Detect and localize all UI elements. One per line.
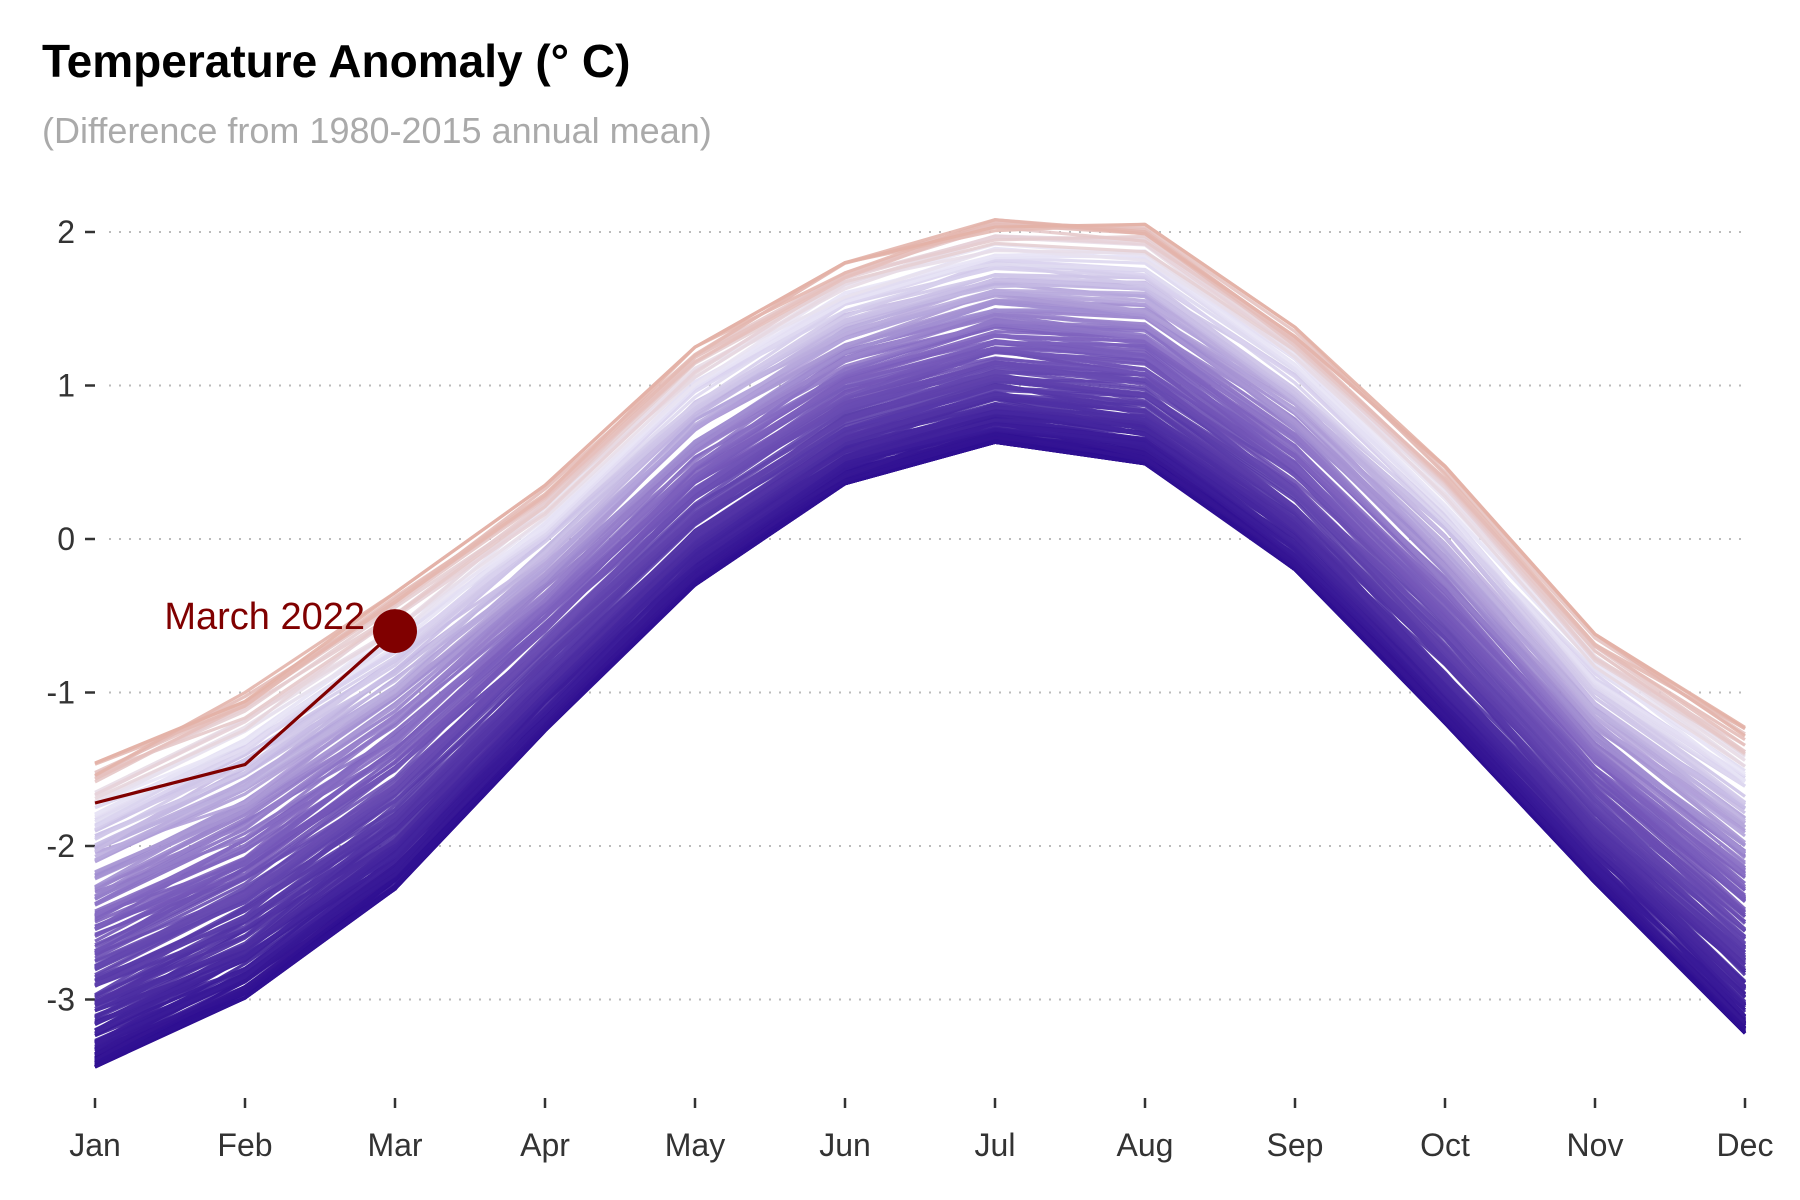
x-tick-label: Sep [1267,1127,1324,1163]
highlight-point [373,609,417,654]
chart-subtitle: (Difference from 1980-2015 annual mean) [42,110,712,151]
series-line [94,265,1746,827]
x-tick-label: Oct [1420,1127,1470,1163]
series-line [94,222,1746,765]
y-tick-label: 0 [57,521,75,557]
x-tick-label: Apr [520,1127,570,1163]
series-line [94,410,1747,1020]
x-tick-label: Nov [1567,1127,1624,1163]
series-line [94,346,1747,937]
x-tick-label: Jul [975,1127,1016,1163]
highlight-series: March 2022 [94,596,417,805]
y-tick-label: 2 [57,214,75,250]
axes: 2 1 0 -1 -2 -3 Jan Feb Mar Apr May Jun Jul Aug Sep Oct N… [47,214,1774,1163]
series-lines [94,218,1747,1069]
annotation-label: March 2022 [164,596,365,638]
series-line [94,421,1747,1044]
series-line [94,234,1746,798]
series-line [94,277,1746,833]
y-tick-label: -1 [47,675,75,711]
x-tick-label: Dec [1717,1127,1774,1163]
x-tick-label: May [665,1127,725,1163]
chart-title: Temperature Anomaly (° C) [42,35,631,87]
x-tick-label: Jun [819,1127,871,1163]
x-tick-label: Feb [217,1127,272,1163]
series-line [94,234,1746,781]
y-tick-label: -3 [47,982,75,1018]
x-tick-label: Mar [367,1127,422,1163]
series-line [94,301,1746,888]
x-tick-label: Aug [1117,1127,1174,1163]
highlight-series-line [94,629,397,805]
y-tick-label: -2 [47,828,75,864]
x-tick-label: Jan [69,1127,121,1163]
y-tick-label: 1 [57,368,75,404]
